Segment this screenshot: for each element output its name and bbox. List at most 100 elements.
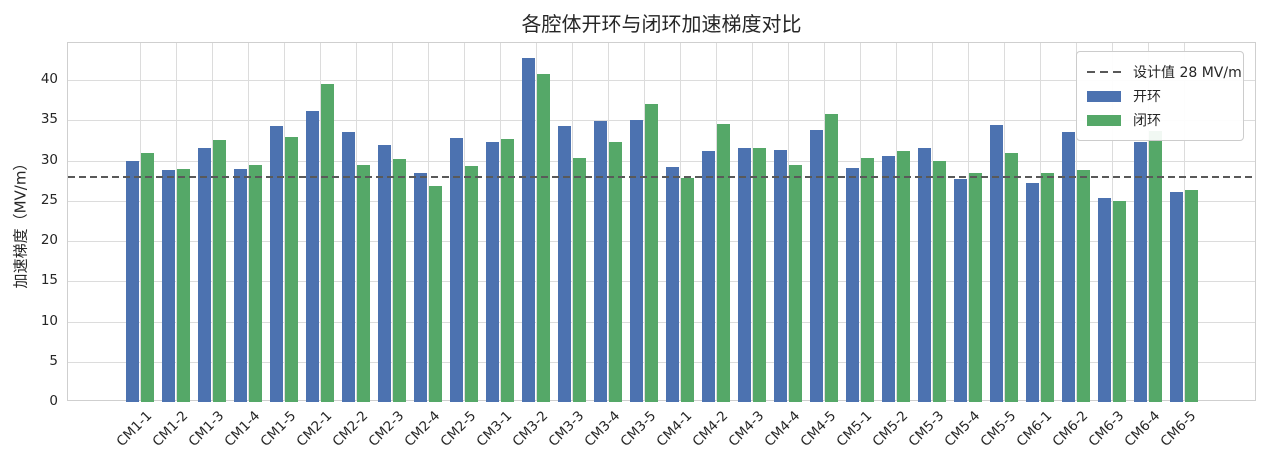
x-tick-label: CM3-2 bbox=[509, 408, 552, 450]
legend-label-closed-loop: 闭环 bbox=[1133, 113, 1161, 129]
gridline-vertical bbox=[1148, 43, 1149, 400]
y-tick-label: 35 bbox=[40, 111, 58, 128]
bar-closed-loop bbox=[537, 73, 550, 402]
gridline-vertical bbox=[1184, 43, 1185, 400]
y-tick-label: 25 bbox=[40, 191, 58, 208]
gridline-vertical bbox=[212, 43, 213, 400]
x-tick-label: CM6-1 bbox=[1013, 408, 1056, 450]
gridline-vertical bbox=[680, 43, 681, 400]
gridline-vertical bbox=[464, 43, 465, 400]
gridline-vertical bbox=[896, 43, 897, 400]
y-tick-label: 40 bbox=[40, 71, 58, 87]
gridline-vertical bbox=[644, 43, 645, 400]
bar-closed-loop bbox=[1077, 170, 1090, 402]
gridline-vertical bbox=[860, 43, 861, 400]
x-tick-label: CM2-1 bbox=[293, 408, 336, 450]
gridline-vertical bbox=[428, 43, 429, 400]
bar-open-loop bbox=[666, 167, 679, 402]
bar-closed-loop bbox=[789, 165, 802, 402]
x-tick-label: CM5-3 bbox=[905, 408, 948, 450]
bar-open-loop bbox=[738, 147, 751, 402]
plot-area: 设计值 28 MV/m 开环 闭环 bbox=[67, 42, 1256, 402]
bar-closed-loop bbox=[717, 123, 730, 402]
bar-open-loop bbox=[450, 138, 463, 402]
bar-open-loop bbox=[918, 148, 931, 402]
gridline-vertical bbox=[824, 43, 825, 400]
design-value-line bbox=[68, 175, 1255, 178]
gridline-vertical bbox=[788, 43, 789, 400]
bar-closed-loop bbox=[645, 104, 658, 402]
bar-closed-loop bbox=[861, 158, 874, 402]
gridline-vertical bbox=[536, 43, 537, 400]
gridline-vertical bbox=[968, 43, 969, 400]
bar-open-loop bbox=[234, 169, 247, 402]
bar-open-loop bbox=[702, 150, 715, 402]
bar-open-loop bbox=[1098, 198, 1111, 402]
y-tick-label: 0 bbox=[49, 393, 58, 409]
x-tick-label: CM6-5 bbox=[1157, 408, 1200, 450]
x-tick-label: CM5-2 bbox=[869, 408, 912, 450]
x-tick-label: CM3-5 bbox=[617, 408, 660, 450]
y-tick-label: 20 bbox=[40, 232, 58, 248]
bar-closed-loop bbox=[897, 150, 910, 402]
bar-open-loop bbox=[1170, 191, 1183, 402]
x-tick-label: CM5-1 bbox=[833, 408, 876, 450]
bar-open-loop bbox=[486, 142, 499, 402]
bar-open-loop bbox=[522, 58, 535, 402]
bar-open-loop bbox=[630, 120, 643, 402]
bar-closed-loop bbox=[429, 186, 442, 402]
gridline-horizontal bbox=[68, 361, 1255, 363]
legend: 设计值 28 MV/m 开环 闭环 bbox=[1076, 51, 1244, 141]
y-tick-label: 15 bbox=[40, 272, 58, 289]
x-tick-label: CM3-1 bbox=[473, 408, 516, 450]
bar-closed-loop bbox=[465, 166, 478, 402]
bar-open-loop bbox=[306, 111, 319, 402]
gridline-horizontal bbox=[68, 241, 1255, 242]
bar-closed-loop bbox=[249, 164, 262, 402]
gridline-vertical bbox=[608, 43, 609, 400]
bar-open-loop bbox=[558, 125, 571, 402]
x-tick-label: CM1-5 bbox=[257, 408, 300, 450]
legend-item-open-loop: 开环 bbox=[1087, 84, 1233, 108]
bar-open-loop bbox=[414, 173, 427, 402]
y-axis-label: 加速梯度（MV/m） bbox=[11, 155, 30, 289]
gridline-vertical bbox=[392, 43, 393, 400]
gridline-vertical bbox=[356, 43, 357, 400]
bar-open-loop bbox=[1026, 183, 1039, 402]
gridline-vertical bbox=[932, 43, 933, 400]
bar-open-loop bbox=[378, 145, 391, 402]
gridline-vertical bbox=[248, 43, 249, 400]
x-tick-label: CM1-1 bbox=[113, 408, 156, 450]
bar-open-loop bbox=[198, 147, 211, 402]
x-tick-label: CM4-5 bbox=[797, 408, 840, 450]
gridline-vertical bbox=[284, 43, 285, 400]
y-tick-label: 10 bbox=[40, 312, 58, 329]
legend-item-design-value: 设计值 28 MV/m bbox=[1087, 60, 1242, 84]
legend-label-design-value: 设计值 28 MV/m bbox=[1133, 65, 1242, 81]
dashed-line-swatch-icon bbox=[1087, 71, 1121, 73]
chart-title: 各腔体开环与闭环加速梯度对比 bbox=[521, 12, 802, 36]
bar-closed-loop bbox=[501, 138, 514, 402]
gridline-vertical bbox=[140, 43, 141, 400]
bar-open-loop bbox=[342, 132, 355, 402]
x-tick-label: CM6-2 bbox=[1049, 408, 1092, 450]
gridline-vertical bbox=[1004, 43, 1005, 400]
gridline-vertical bbox=[752, 43, 753, 400]
bar-open-loop bbox=[1134, 142, 1147, 402]
gridline-vertical bbox=[572, 43, 573, 400]
bar-closed-loop bbox=[357, 164, 370, 402]
gridline-vertical bbox=[500, 43, 501, 400]
x-tick-label: CM3-4 bbox=[581, 408, 624, 450]
bar-open-loop bbox=[126, 160, 139, 402]
bar-open-loop bbox=[810, 129, 823, 402]
open-loop-swatch-icon bbox=[1087, 90, 1121, 102]
gridline-vertical bbox=[1076, 43, 1077, 400]
x-tick-label: CM1-3 bbox=[185, 408, 228, 450]
bar-closed-loop bbox=[933, 161, 946, 402]
x-tick-label: CM2-5 bbox=[437, 408, 480, 450]
x-tick-label: CM4-2 bbox=[689, 408, 732, 450]
closed-loop-swatch-icon bbox=[1087, 114, 1121, 126]
x-tick-label: CM1-4 bbox=[221, 408, 264, 450]
gridline-horizontal bbox=[68, 321, 1255, 323]
